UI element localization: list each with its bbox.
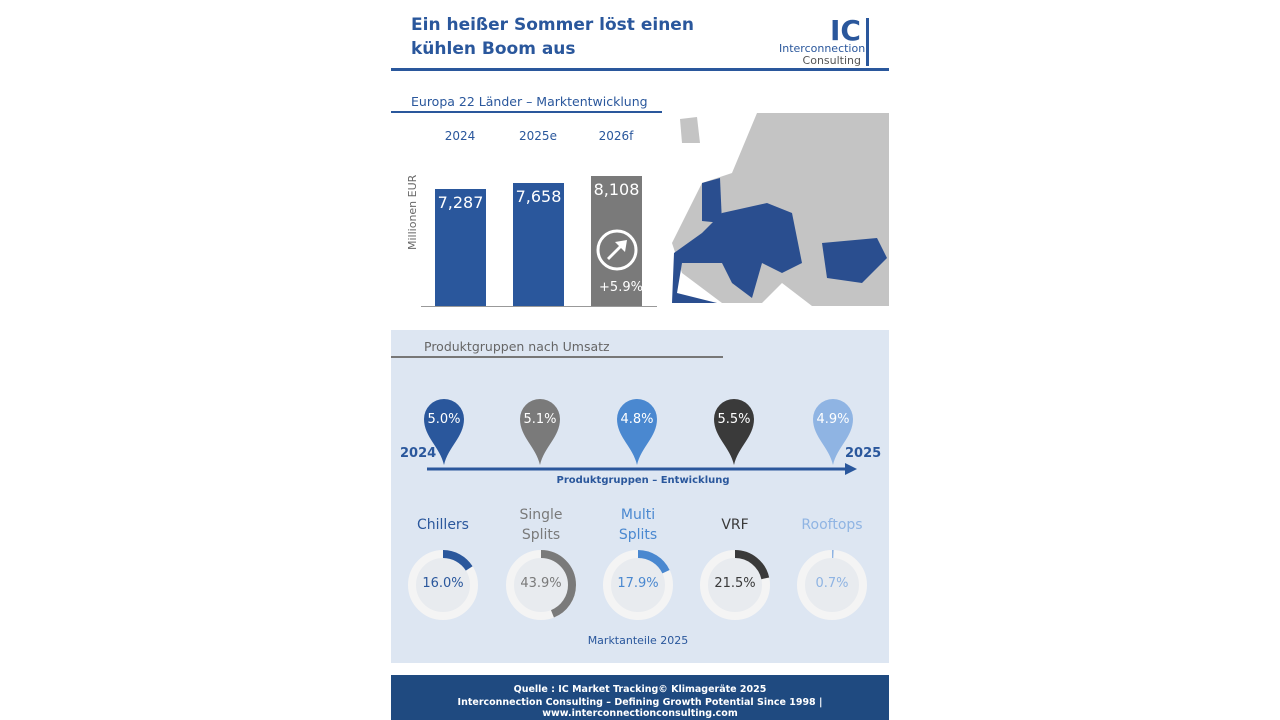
x-tick-label: 2024 xyxy=(444,129,476,143)
growth-value: 4.9% xyxy=(816,412,850,427)
product-name-line: Single xyxy=(519,507,563,523)
bar-value-label: 7,287 xyxy=(437,193,484,213)
growth-value: 5.0% xyxy=(427,412,461,427)
bar-chart: 2024 7,287 2025e 7,658 2026f 8,108 +5.9% xyxy=(421,113,657,306)
timeline-arrow xyxy=(427,463,857,475)
growth-value: 5.5% xyxy=(717,412,751,427)
growth-value: 4.8% xyxy=(620,412,654,427)
market-title: Europa 22 Länder – Marktentwicklung xyxy=(411,94,648,109)
bar xyxy=(513,183,564,306)
share-title: Marktanteile 2025 xyxy=(587,634,689,647)
product-name-line: VRF xyxy=(721,517,749,533)
donut-slice xyxy=(506,550,576,620)
share-value: 21.5% xyxy=(714,576,756,591)
product-name: Rooftops xyxy=(787,515,877,535)
logo-bar xyxy=(866,18,869,66)
divider xyxy=(391,111,662,113)
product-name-line: Splits xyxy=(618,527,658,543)
product-name: Single Splits xyxy=(496,505,586,545)
donut-slice xyxy=(603,550,673,620)
donut-slice xyxy=(408,550,478,620)
page-title: Ein heißer Sommer löst einen kühlen Boom… xyxy=(411,15,694,59)
footer-text: Interconnection Consulting – Defining Gr… xyxy=(457,697,823,719)
product-name: Chillers xyxy=(398,515,488,535)
share-value: 43.9% xyxy=(520,576,562,591)
arrow-up-right-icon xyxy=(596,229,638,271)
product-name-line: Chillers xyxy=(417,517,469,533)
footer: Quelle : IC Market Tracking© Klimageräte… xyxy=(391,675,889,720)
product-name: Multi Splits xyxy=(593,505,683,545)
logo-text: Consulting xyxy=(802,54,861,67)
bar xyxy=(435,189,486,306)
europe-map xyxy=(662,113,889,306)
products-title: Produktgruppen nach Umsatz xyxy=(424,339,610,354)
donut-slice xyxy=(700,550,770,620)
growth-pin xyxy=(714,399,754,465)
donut-slice xyxy=(797,550,867,620)
x-tick-label: 2025e xyxy=(519,129,557,143)
source-text: Quelle : IC Market Tracking© Klimageräte… xyxy=(513,684,767,695)
y-axis-label-text: Millionen EUR xyxy=(406,174,419,250)
start-year: 2024 xyxy=(400,446,437,461)
product-name: VRF xyxy=(690,515,780,535)
bar-value-label: 8,108 xyxy=(593,180,640,200)
timeline-label: Produktgruppen – Entwicklung xyxy=(556,475,730,486)
share-value: 0.7% xyxy=(815,576,849,591)
share-value: 17.9% xyxy=(617,576,659,591)
share-value: 16.0% xyxy=(422,576,464,591)
logo: IC xyxy=(830,14,861,47)
growth-value: 5.1% xyxy=(523,412,557,427)
divider xyxy=(391,356,723,358)
growth-pin xyxy=(520,399,560,465)
logo-text: Interconnection xyxy=(779,42,866,55)
product-name-line: Rooftops xyxy=(801,517,863,533)
product-name-line: Splits xyxy=(521,527,561,543)
divider xyxy=(391,68,889,71)
x-tick-label: 2026f xyxy=(598,129,634,143)
growth-pin xyxy=(424,399,464,465)
bar-value-label: 7,658 xyxy=(515,187,562,207)
growth-label: +5.9% xyxy=(599,280,643,296)
x-axis xyxy=(421,306,657,307)
end-year: 2025 xyxy=(845,446,882,461)
growth-pin xyxy=(813,399,853,465)
product-name-line: Multi xyxy=(620,507,656,523)
growth-pin xyxy=(617,399,657,465)
